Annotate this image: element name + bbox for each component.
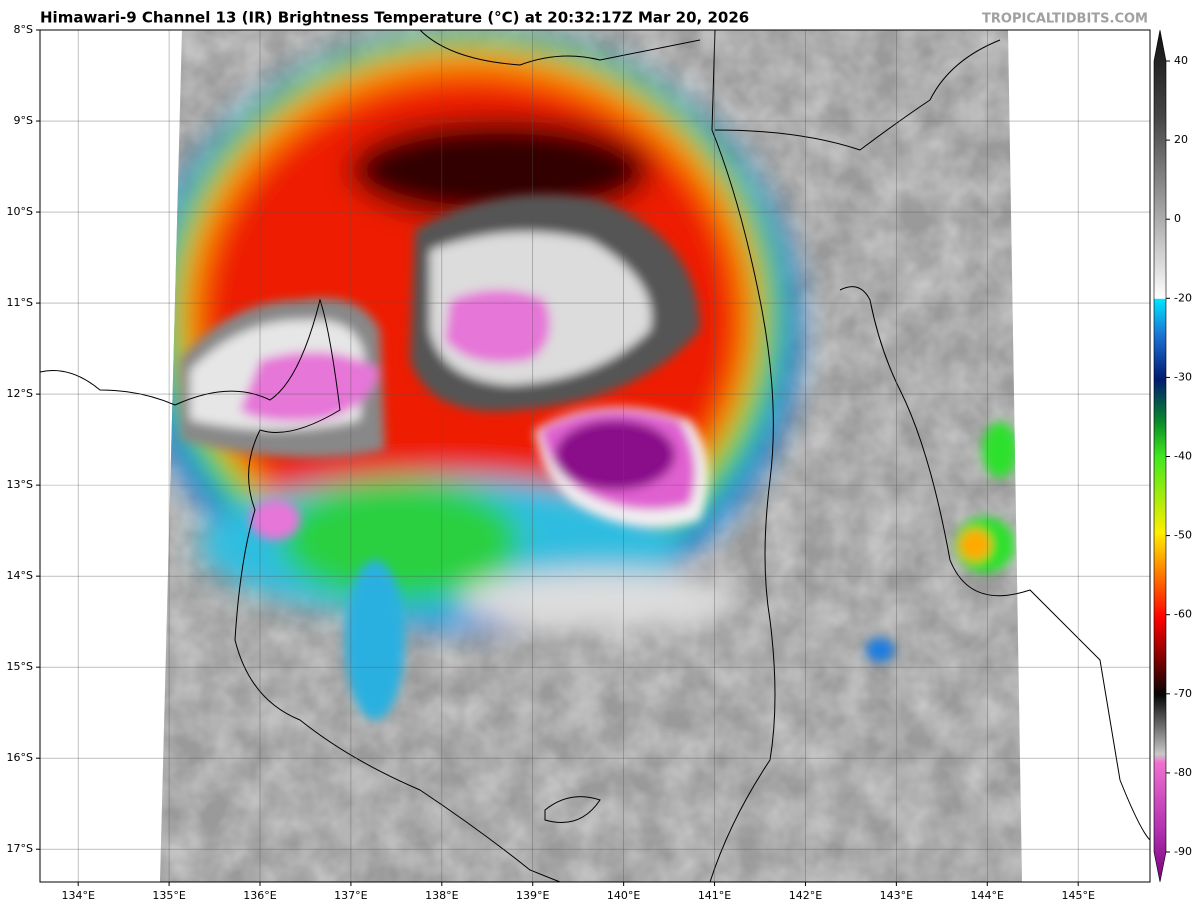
satellite-imagery bbox=[160, 30, 1022, 882]
x-tick-label: 142°E bbox=[789, 889, 822, 902]
x-tick-label: 135°E bbox=[152, 889, 185, 902]
map-title: Himawari-9 Channel 13 (IR) Brightness Te… bbox=[40, 9, 749, 27]
x-tick-label: 145°E bbox=[1061, 889, 1094, 902]
colorbar-tick-label: -90 bbox=[1174, 845, 1192, 858]
x-tick-label: 144°E bbox=[971, 889, 1004, 902]
colorbar bbox=[1153, 29, 1167, 883]
map-frame bbox=[39, 29, 1151, 883]
colorbar-tick-label: -50 bbox=[1174, 529, 1192, 542]
y-tick-label: 10°S bbox=[7, 205, 33, 218]
colorbar-tick-label: -70 bbox=[1174, 687, 1192, 700]
y-tick-label: 12°S bbox=[7, 387, 33, 400]
graticule bbox=[40, 29, 1150, 882]
y-tick-label: 17°S bbox=[7, 842, 33, 855]
y-tick-label: 15°S bbox=[7, 660, 33, 673]
y-tick-label: 8°S bbox=[14, 23, 33, 36]
x-tick-label: 138°E bbox=[425, 889, 458, 902]
colorbar-tick-label: -60 bbox=[1174, 608, 1192, 621]
colorbar-tick-label: -80 bbox=[1174, 766, 1192, 779]
colorbar-tick-label: 0 bbox=[1174, 212, 1181, 225]
x-tick-label: 141°E bbox=[698, 889, 731, 902]
y-tick-label: 13°S bbox=[7, 478, 33, 491]
coastlines bbox=[39, 29, 1151, 883]
colorbar-tick-label: -20 bbox=[1174, 291, 1192, 304]
x-tick-label: 140°E bbox=[607, 889, 640, 902]
y-tick-label: 9°S bbox=[14, 114, 33, 127]
y-tick-label: 16°S bbox=[7, 751, 33, 764]
colorbar-tick-label: 20 bbox=[1174, 133, 1188, 146]
x-tick-label: 137°E bbox=[334, 889, 367, 902]
watermark: TROPICALTIDBITS.COM bbox=[982, 12, 1148, 27]
y-tick-label: 14°S bbox=[7, 569, 33, 582]
x-tick-label: 136°E bbox=[243, 889, 276, 902]
colorbar-tick-label: -40 bbox=[1174, 450, 1192, 463]
x-tick-label: 134°E bbox=[61, 889, 94, 902]
colorbar-tick-label: -30 bbox=[1174, 370, 1192, 383]
x-tick-label: 143°E bbox=[880, 889, 913, 902]
x-tick-label: 139°E bbox=[516, 889, 549, 902]
y-tick-label: 11°S bbox=[7, 296, 33, 309]
colorbar-tick-label: 40 bbox=[1174, 54, 1188, 67]
